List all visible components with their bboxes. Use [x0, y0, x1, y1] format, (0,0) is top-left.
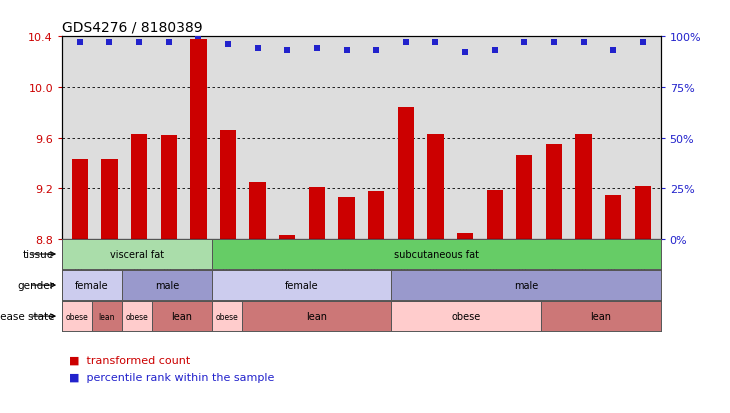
Bar [92, 301, 122, 331]
Bar [368, 192, 384, 240]
Bar [161, 136, 177, 240]
Point [311, 46, 323, 52]
Text: tissue: tissue [23, 249, 54, 259]
Point [282, 48, 293, 55]
Point [370, 48, 382, 55]
Bar [457, 233, 473, 240]
Text: lean: lean [172, 311, 192, 321]
Text: visceral fat: visceral fat [110, 249, 164, 259]
Bar [605, 195, 621, 240]
Bar [62, 240, 212, 269]
Bar [122, 301, 152, 331]
Bar [487, 190, 503, 240]
Point [459, 50, 471, 57]
Bar [131, 135, 147, 240]
Bar [575, 135, 592, 240]
Text: disease state: disease state [0, 311, 54, 321]
Text: ■  transformed count: ■ transformed count [69, 355, 191, 365]
Bar [152, 301, 212, 331]
Text: GDS4276 / 8180389: GDS4276 / 8180389 [62, 21, 203, 35]
Text: obese: obese [451, 311, 481, 321]
Text: obese: obese [66, 312, 88, 321]
Bar [398, 108, 414, 240]
Point [341, 48, 353, 55]
Point [607, 48, 619, 55]
Bar [191, 40, 207, 240]
Bar [62, 301, 92, 331]
Bar [242, 301, 391, 331]
Text: obese: obese [215, 312, 238, 321]
Point [518, 40, 530, 47]
Point [74, 40, 85, 47]
Text: lean: lean [591, 311, 611, 321]
Text: subcutaneous fat: subcutaneous fat [393, 249, 479, 259]
Bar [391, 301, 541, 331]
Text: male: male [514, 280, 538, 290]
Bar [309, 188, 325, 240]
Point [252, 46, 264, 52]
Point [548, 40, 560, 47]
Point [489, 48, 501, 55]
Bar [541, 301, 661, 331]
Bar [391, 271, 661, 300]
Bar [62, 271, 122, 300]
Text: female: female [75, 280, 109, 290]
Point [193, 34, 204, 40]
Text: lean: lean [99, 312, 115, 321]
Bar [212, 240, 661, 269]
Bar [212, 301, 242, 331]
Bar [546, 145, 562, 240]
Point [637, 40, 649, 47]
Bar [250, 183, 266, 240]
Bar [72, 160, 88, 240]
Text: obese: obese [126, 312, 148, 321]
Text: female: female [285, 280, 318, 290]
Text: ■  percentile rank within the sample: ■ percentile rank within the sample [69, 372, 274, 382]
Point [134, 40, 145, 47]
Bar [339, 198, 355, 240]
Text: lean: lean [306, 311, 327, 321]
Text: gender: gender [18, 280, 54, 290]
Text: male: male [155, 280, 179, 290]
Bar [634, 186, 651, 240]
Bar [122, 271, 212, 300]
Point [222, 42, 234, 49]
Point [429, 40, 441, 47]
Bar [101, 160, 118, 240]
Bar [279, 236, 296, 240]
Point [163, 40, 174, 47]
Point [104, 40, 115, 47]
Bar [212, 271, 391, 300]
Bar [220, 131, 236, 240]
Point [400, 40, 412, 47]
Point [577, 40, 589, 47]
Bar [427, 135, 444, 240]
Bar [516, 156, 532, 240]
